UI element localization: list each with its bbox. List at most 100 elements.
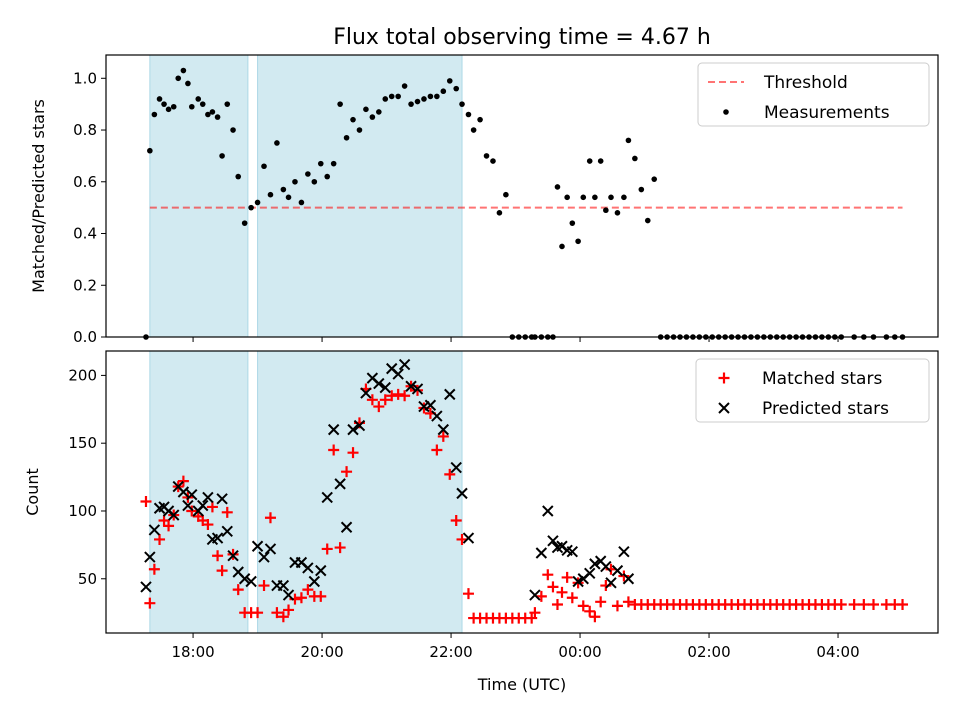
- legend-label: Measurements: [764, 103, 890, 123]
- y-tick-label: 0.4: [73, 225, 97, 243]
- y-tick-label: 0.8: [73, 121, 97, 139]
- y-tick-label: 0.2: [73, 276, 97, 294]
- measurement-point: [209, 109, 216, 115]
- matched-star-marker: [529, 607, 541, 619]
- measurement-point: [388, 93, 395, 100]
- measurement-point: [586, 158, 593, 164]
- predicted-star-marker: [450, 461, 462, 474]
- predicted-star-marker: [245, 575, 257, 588]
- measurement-point: [395, 93, 401, 100]
- predicted-star-marker: [202, 491, 214, 504]
- predicted-star-marker: [431, 410, 443, 422]
- matched-star-marker: [277, 611, 289, 623]
- predicted-star-marker: [216, 493, 228, 505]
- measurement-point: [324, 173, 331, 180]
- measurement-point: [421, 96, 427, 102]
- measurement-point: [175, 75, 182, 82]
- matched-star-marker: [295, 592, 307, 604]
- predicted-star-marker: [618, 545, 630, 558]
- observing-interval-band: [149, 54, 249, 338]
- predicted-star-marker: [566, 545, 579, 558]
- predicted-star-marker: [405, 380, 417, 392]
- predicted-star-marker: [168, 509, 180, 521]
- y-tick-label: 0.0: [73, 328, 97, 346]
- measurement-point: [580, 194, 587, 201]
- matched-star-marker: [258, 580, 270, 592]
- y-tick-label: 150: [68, 434, 97, 452]
- measurement-point: [161, 101, 167, 107]
- chart-title: Flux total observing time = 4.67 h: [333, 25, 711, 50]
- measurement-point: [559, 243, 565, 250]
- predicted-star-marker: [186, 489, 198, 501]
- measurement-point: [597, 158, 604, 164]
- predicted-star-marker: [535, 547, 548, 559]
- matched-star-marker: [561, 571, 573, 583]
- predicted-star-marker: [221, 525, 233, 538]
- predicted-star-marker: [444, 388, 456, 401]
- predicted-star-marker: [251, 540, 264, 552]
- legend-marker-swatch: [723, 109, 729, 115]
- predicted-star-marker: [327, 423, 340, 436]
- measurement-point: [280, 186, 287, 193]
- predicted-star-marker: [456, 487, 468, 500]
- legend-label: Matched stars: [762, 369, 882, 389]
- matched-star-marker: [341, 466, 353, 478]
- predicted-star-marker: [315, 564, 327, 577]
- measurement-point: [350, 116, 356, 123]
- matched-star-marker: [858, 599, 870, 611]
- measurement-point: [477, 116, 483, 123]
- matched-star-marker: [163, 520, 175, 532]
- axes-frame: [105, 350, 939, 634]
- measurement-point: [199, 101, 206, 107]
- y-tick-label: 50: [78, 570, 97, 588]
- matched-star-marker: [321, 543, 333, 555]
- measurement-point: [625, 137, 632, 144]
- predicted-star-marker: [211, 532, 224, 544]
- predicted-star-marker: [373, 377, 385, 390]
- predicted-star-marker: [411, 383, 424, 395]
- measurement-point: [603, 207, 609, 214]
- matched-star-marker: [302, 584, 314, 596]
- axes-frame: [105, 54, 939, 338]
- measurement-point: [434, 93, 440, 100]
- legend-label: Predicted stars: [762, 399, 889, 419]
- legend-marker-swatch: [718, 402, 730, 414]
- predicted-star-marker: [398, 358, 411, 371]
- measurement-point: [274, 140, 280, 146]
- matched-star-marker: [595, 596, 607, 608]
- x-tick-label: 00:00: [558, 643, 601, 661]
- predicted-star-marker: [197, 499, 209, 512]
- measurement-point: [298, 199, 305, 206]
- measurement-point: [638, 186, 645, 193]
- measurement-point: [147, 147, 153, 154]
- matched-star-marker: [897, 599, 909, 611]
- measurement-point: [267, 191, 274, 198]
- x-tick-label: 22:00: [429, 643, 472, 661]
- matched-star-marker: [399, 390, 411, 402]
- measurement-point: [427, 93, 434, 100]
- x-tick-label: 20:00: [300, 643, 343, 661]
- matched-star-marker: [347, 447, 359, 459]
- matched-star-marker: [334, 542, 346, 554]
- predicted-star-marker: [547, 535, 559, 547]
- measurement-point: [285, 194, 292, 201]
- measurement-point: [440, 88, 447, 95]
- measurement-point: [188, 103, 195, 110]
- matched-star-marker: [206, 501, 218, 513]
- observing-interval-band: [257, 350, 463, 634]
- predicted-star-marker: [379, 381, 391, 394]
- matched-star-marker: [868, 599, 880, 611]
- measurement-point: [459, 101, 465, 107]
- matched-star-marker: [577, 600, 589, 612]
- matched-star-marker: [392, 388, 404, 400]
- predicted-star-marker: [353, 419, 366, 432]
- matched-star-marker: [379, 394, 391, 406]
- legend-box: [695, 358, 930, 423]
- predicted-star-marker: [605, 577, 617, 589]
- predicted-star-marker: [392, 368, 404, 380]
- measurement-point: [165, 106, 172, 113]
- matched-star-marker: [551, 599, 563, 611]
- matched-star-marker: [212, 550, 224, 562]
- matched-star-marker: [148, 563, 160, 575]
- measurement-point: [180, 67, 187, 74]
